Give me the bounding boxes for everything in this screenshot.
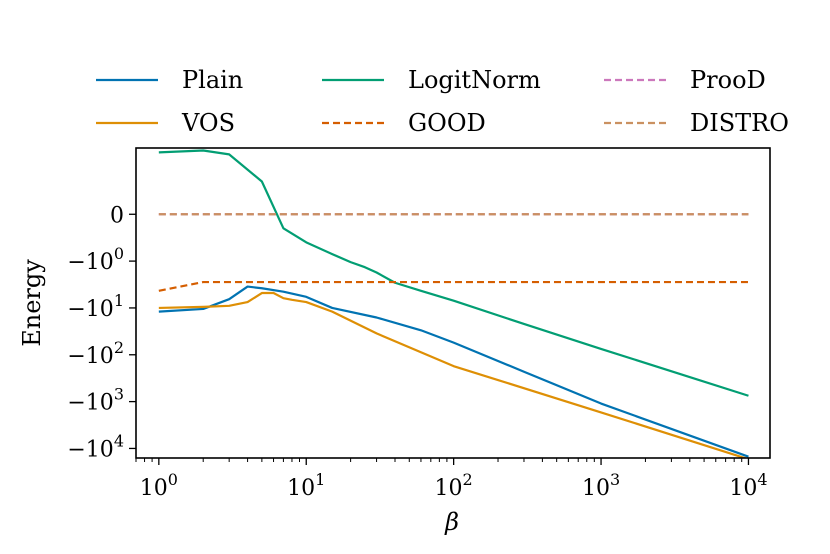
y-tick-label: 0 (110, 203, 124, 228)
series-line-good (158, 280, 749, 292)
y-tick-label: −102 (67, 338, 124, 369)
legend-item-plain: Plain (96, 66, 243, 94)
legend-item-distro: DISTRO (604, 109, 789, 137)
x-tick-label: 100 (140, 470, 178, 501)
x-axis-label: β (444, 508, 459, 536)
legend-item-prood: ProoD (604, 66, 766, 94)
legend-item-vos: VOS (96, 109, 235, 137)
tick-layer: 100 101 102 103 104 0 −100 −101 −102 −103 −104 (67, 203, 767, 501)
series-line-logitnorm (158, 149, 749, 397)
legend-label: ProoD (690, 66, 766, 94)
legend-item-good: GOOD (322, 109, 486, 137)
series-line-vos (158, 291, 749, 458)
y-tick-label: −104 (67, 431, 124, 462)
legend-label: VOS (181, 109, 235, 137)
x-tick-label: 102 (435, 470, 473, 501)
y-axis-label: Energy (18, 259, 46, 347)
legend-label: DISTRO (690, 109, 789, 137)
plot-layer (158, 149, 749, 458)
y-tick-label: −100 (67, 244, 124, 275)
legend-label: LogitNorm (408, 66, 541, 94)
legend: Plain LogitNorm ProoD VOS GOOD DISTRO (96, 66, 789, 137)
series-line-plain (158, 285, 749, 458)
y-tick-label: −103 (67, 385, 124, 416)
x-tick-label: 101 (287, 470, 325, 501)
legend-label: Plain (182, 66, 243, 94)
x-tick-label: 103 (582, 470, 620, 501)
legend-label: GOOD (408, 109, 486, 137)
plot-frame (135, 147, 771, 459)
y-tick-label: −101 (67, 291, 124, 322)
x-tick-label: 104 (729, 470, 767, 501)
legend-item-logitnorm: LogitNorm (322, 66, 541, 94)
